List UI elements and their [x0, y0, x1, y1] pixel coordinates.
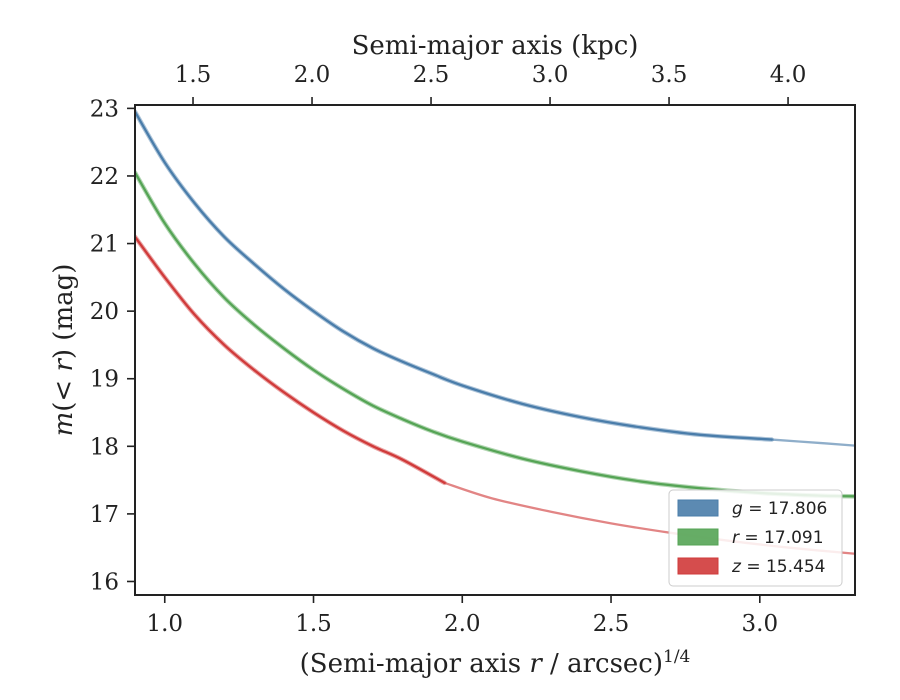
y-axis-title-lt: < — [49, 372, 79, 402]
legend-swatch-g — [677, 499, 719, 517]
series-g-extrapolation — [770, 438, 855, 447]
series-r-band — [135, 170, 855, 499]
series-g-line — [135, 110, 773, 441]
plot-frame — [134, 104, 856, 596]
legend-swatch-r — [677, 528, 719, 546]
x-axis-title-suffix: / arcsec) — [542, 649, 663, 679]
y-tick-label: 16 — [90, 569, 119, 595]
y-axis-title-close: ) — [49, 349, 79, 359]
legend-label-z: z = 15.454 — [731, 557, 825, 577]
top-tick-label: 1.5 — [175, 62, 212, 88]
x-tick-label: 1.5 — [295, 611, 332, 637]
y-axis-title-unit: (mag) — [49, 264, 79, 349]
y-tick-label: 23 — [90, 96, 119, 122]
series-z-line — [135, 235, 446, 484]
top-tick-label: 4.0 — [770, 62, 807, 88]
x-tick-label: 2.0 — [444, 611, 481, 637]
top-tick-label: 2.0 — [294, 62, 331, 88]
x-axis-title-var: r — [529, 649, 543, 679]
x-tick-label: 3.0 — [742, 611, 779, 637]
series-g-band — [135, 109, 774, 442]
x-axis-title: (Semi-major axis r / arcsec)1/4 — [300, 647, 691, 679]
legend-label-value: = 15.454 — [741, 557, 826, 577]
y-axis-title-r: r — [49, 358, 79, 372]
top-x-axis: 1.5 2.0 2.5 3.0 3.5 4.0 — [175, 62, 807, 105]
legend-swatch-z — [677, 557, 719, 575]
y-tick-label: 20 — [90, 299, 119, 325]
bottom-x-axis: 1.0 1.5 2.0 2.5 3.0 — [146, 595, 778, 637]
legend-label-r: r = 17.091 — [732, 528, 824, 548]
y-tick-label: 18 — [90, 434, 119, 460]
top-tick-label: 3.0 — [532, 62, 569, 88]
series-layer — [135, 109, 855, 555]
x-axis-title-exponent: 1/4 — [663, 647, 690, 667]
legend-label-var: g — [732, 499, 743, 519]
legend-label-var: z — [731, 557, 742, 577]
y-tick-label: 17 — [90, 502, 119, 528]
y-axis: 16 17 18 19 20 21 22 23 — [90, 96, 135, 595]
legend-label-value: = 17.806 — [743, 499, 828, 519]
y-axis-title-open: ( — [49, 402, 79, 412]
x-axis-title-prefix: (Semi-major axis — [300, 649, 530, 679]
top-axis-title: Semi-major axis (kpc) — [352, 31, 639, 61]
legend-label-var: r — [732, 528, 740, 548]
x-tick-label: 2.5 — [593, 611, 630, 637]
y-axis-title-var: m — [49, 412, 79, 437]
y-tick-label: 22 — [90, 164, 119, 190]
series-r-line — [135, 171, 855, 498]
y-axis-title: m(< r) (mag) — [49, 264, 79, 437]
x-tick-label: 1.0 — [146, 611, 183, 637]
legend-label-value: = 17.091 — [739, 528, 824, 548]
legend-label-g: g = 17.806 — [732, 499, 827, 519]
y-tick-label: 21 — [90, 232, 119, 258]
y-tick-label: 19 — [90, 367, 119, 393]
top-tick-label: 3.5 — [651, 62, 688, 88]
top-tick-label: 2.5 — [413, 62, 450, 88]
